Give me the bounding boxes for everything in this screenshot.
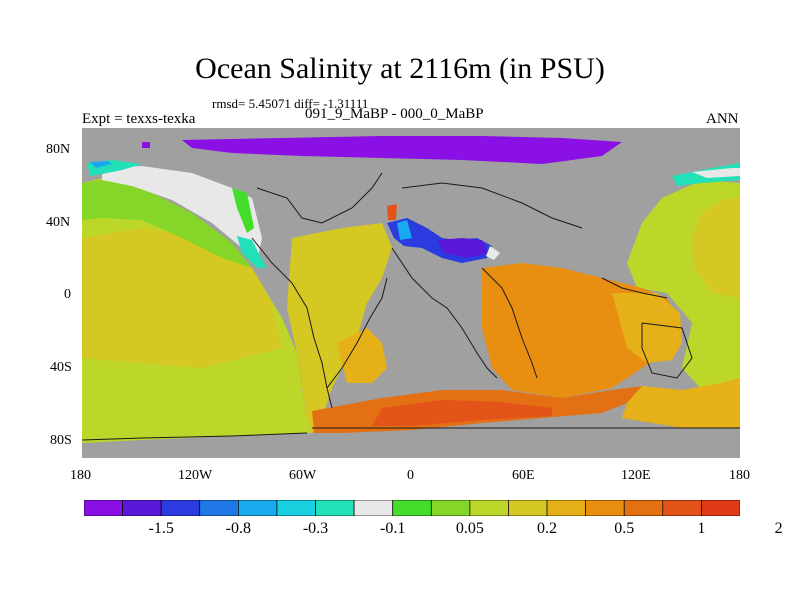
colorbar-swatch: [546, 500, 586, 516]
northwest-pacific-white: [692, 168, 740, 178]
atlantic-ocean-field: [287, 223, 392, 433]
lon-tick: 120W: [178, 468, 213, 483]
colorbar-swatch: [315, 500, 355, 516]
colorbar-swatch: [623, 500, 664, 516]
arctic-patch: [142, 142, 150, 148]
colorbar-swatch: [353, 500, 394, 516]
colorbar-swatch: [508, 500, 548, 516]
colorbar-swatch: [430, 500, 471, 516]
colorbar-swatch: [122, 500, 162, 516]
colorbar-label: -0.3: [302, 520, 329, 537]
colorbar-swatch: [392, 500, 432, 516]
east-pacific-band: [82, 228, 282, 368]
coast-pacific-green: [232, 188, 254, 233]
north-pacific-green: [82, 180, 252, 268]
coast-pacific-cyan: [237, 236, 267, 268]
lat-tick: 40S: [50, 360, 72, 375]
salinity-map: [82, 128, 740, 458]
colorbar-label: 1: [697, 520, 706, 537]
colorbar-swatch: [469, 500, 509, 516]
colorbar-label: -0.8: [225, 520, 252, 537]
colorbar: [84, 500, 740, 516]
colorbar-swatch: [199, 500, 239, 516]
colorbar-swatch: [276, 500, 316, 516]
colorbar-label: 0.2: [537, 520, 558, 537]
colorbar-swatch: [585, 500, 625, 516]
south-atlantic-warm: [337, 328, 387, 383]
tethys-cyan: [397, 220, 412, 240]
southern-ocean-east: [622, 378, 740, 428]
arctic-anomaly: [182, 136, 622, 164]
colorbar-swatch: [84, 500, 123, 516]
colorbar-swatch: [160, 500, 201, 516]
southern-ocean-core: [372, 400, 552, 426]
tethys-white: [486, 246, 500, 260]
colorbar-swatch: [662, 500, 702, 516]
north-pacific-anomaly: [102, 166, 262, 263]
lat-tick: 0: [64, 287, 71, 302]
colorbar-swatch: [238, 500, 278, 516]
experiment-label: Expt = texxs-texka: [82, 111, 196, 127]
tethys-red: [387, 204, 397, 220]
continent-outlines: [82, 172, 740, 441]
experiment-difference-label: 091_9_MaBP - 000_0_MaBP: [305, 106, 484, 122]
colorbar-label: -1.5: [148, 520, 174, 537]
season-label: ANN: [706, 111, 739, 127]
lat-tick: 80S: [50, 433, 72, 448]
colorbar-label: 0.05: [455, 520, 484, 537]
lon-tick: 120E: [621, 468, 651, 483]
colorbar-label: -0.1: [380, 520, 406, 537]
lon-tick: 60E: [512, 468, 535, 483]
lon-tick: 0: [407, 468, 414, 483]
stats-label: rmsd= 5.45071 diff= -1.31111: [212, 96, 369, 111]
lon-tick: 60W: [289, 468, 317, 483]
lon-tick: 180: [70, 468, 91, 483]
tethys-purple: [437, 238, 488, 258]
map-title: Ocean Salinity at 2116m (in PSU): [195, 52, 605, 85]
indian-ocean-warm: [612, 293, 682, 363]
colorbar-label: 0.5: [614, 520, 635, 537]
lon-tick: 180: [729, 468, 750, 483]
colorbar-label: 2: [774, 520, 783, 537]
lat-tick: 80N: [46, 142, 71, 157]
west-pacific-warm: [692, 198, 740, 298]
colorbar-swatch: [701, 500, 740, 516]
south-pacific-field: [82, 353, 312, 443]
lat-tick: 40N: [46, 215, 71, 230]
north-pacific-blue: [90, 161, 112, 168]
